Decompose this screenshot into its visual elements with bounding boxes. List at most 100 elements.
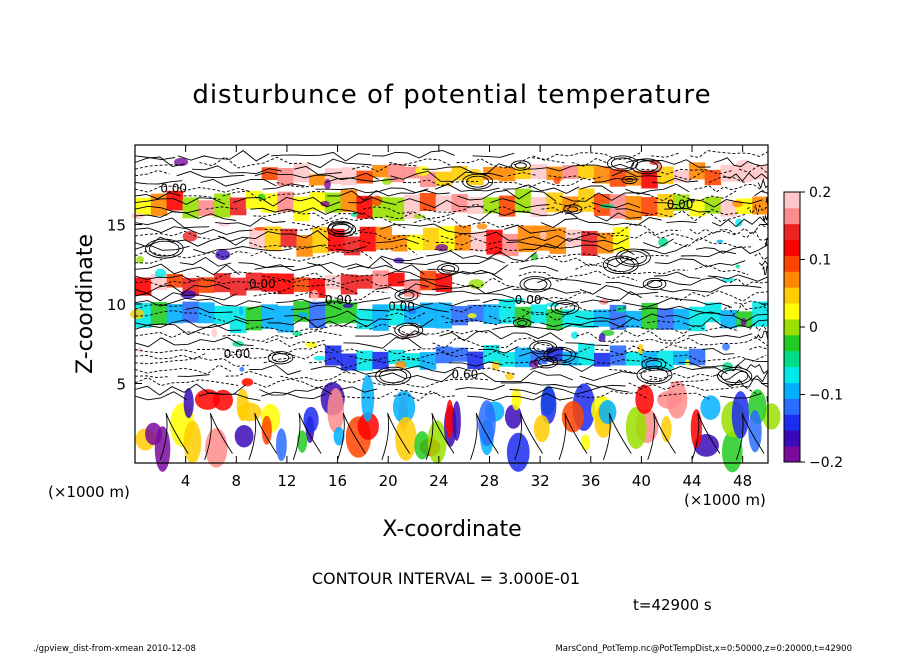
contour-label-7: 0.00 — [667, 198, 694, 212]
field-band-108 — [324, 275, 342, 290]
field-band-0 — [261, 167, 279, 181]
field-patch-99 — [313, 355, 326, 361]
time-label: t=42900 s — [633, 596, 712, 614]
contour-line-21 — [585, 382, 626, 388]
colorbar: 0.2 0.1 0 −0.1 −0.2 — [783, 185, 843, 471]
field-band-123 — [245, 306, 263, 331]
contour-line-287 — [134, 155, 176, 161]
contour-ring-299 — [515, 162, 527, 169]
field-band-36 — [198, 200, 215, 216]
contour-line-69 — [432, 337, 555, 349]
field-band-68 — [704, 196, 722, 214]
field-patch-131 — [215, 249, 231, 261]
contour-line-74 — [222, 330, 343, 342]
contour-line-230 — [397, 198, 484, 209]
contour-line-180 — [640, 244, 689, 255]
contour-ring-333 — [441, 265, 456, 273]
contour-line-186 — [506, 237, 629, 249]
contour-line-273 — [293, 165, 342, 175]
field-band-118 — [166, 304, 184, 324]
field-band-71 — [752, 196, 769, 215]
contour-line-70 — [565, 342, 609, 346]
field-band-37 — [214, 193, 231, 218]
contour-line-204 — [215, 217, 286, 227]
contour-ring-312 — [533, 355, 559, 369]
contour-label-6: 0.60 — [452, 368, 479, 382]
contour-line-280 — [199, 156, 303, 169]
contour-line-65 — [749, 345, 769, 350]
contour-line-66 — [134, 336, 254, 348]
contour-line-20 — [500, 382, 583, 388]
contour-line-83 — [492, 323, 599, 331]
contour-line-195 — [610, 230, 736, 242]
field-cell-50 — [635, 384, 654, 415]
field-band-136 — [451, 306, 468, 326]
contour-line-266 — [507, 172, 538, 177]
contour-line-82 — [369, 323, 488, 335]
field-cell-29 — [427, 420, 447, 464]
contour-label-5: 0.00 — [224, 347, 251, 361]
contour-line-175 — [336, 245, 367, 252]
field-band-109 — [340, 274, 358, 295]
contour-ring-307 — [554, 302, 576, 313]
field-patch-90 — [136, 256, 144, 264]
footer-left: ./gpview_dist-from-xmean 2010-12-08 — [33, 644, 196, 654]
contour-line-146 — [654, 271, 701, 279]
field-patch-102 — [239, 306, 244, 316]
contour-line-50 — [134, 352, 207, 360]
field-patch-94 — [735, 218, 743, 227]
field-cell-4 — [183, 388, 194, 419]
field-patch-113 — [239, 366, 245, 372]
field-cell-56 — [700, 395, 721, 420]
contour-line-214 — [595, 212, 642, 222]
contour-line-136 — [398, 279, 451, 288]
colorbar-segment-10 — [784, 287, 800, 304]
field-cell-60 — [762, 403, 781, 430]
field-band-127 — [309, 301, 326, 329]
contour-ring-310 — [462, 173, 494, 190]
y-tick-label-0: 5 — [116, 376, 126, 394]
contour-ring-343 — [635, 160, 658, 173]
x-unit-left: (×1000 m) — [48, 483, 130, 501]
contour-line-158 — [238, 262, 295, 269]
field-band-156 — [324, 345, 342, 366]
field-band-76 — [312, 226, 329, 254]
contour-line-219 — [250, 207, 364, 215]
contour-line-41 — [657, 366, 728, 375]
contour-line-165 — [134, 250, 251, 259]
contour-line-46 — [448, 361, 503, 367]
contour-line-96 — [284, 310, 374, 321]
contour-line-179 — [522, 243, 635, 255]
field-band-115 — [435, 273, 453, 292]
field-patch-87 — [530, 253, 539, 261]
contour-line-272 — [191, 165, 282, 175]
contour-line-153 — [575, 263, 689, 275]
contour-line-15 — [509, 385, 630, 395]
field-patch-103 — [324, 178, 331, 190]
field-patch-93 — [658, 237, 669, 247]
contour-line-75 — [355, 330, 427, 340]
contour-interval-text: CONTOUR INTERVAL = 3.000E-01 — [312, 569, 580, 588]
contour-line-154 — [694, 264, 749, 276]
field-band-48 — [388, 197, 405, 221]
contour-loop-354 — [470, 412, 499, 460]
field-patch-95 — [182, 231, 198, 242]
field-band-15 — [498, 167, 516, 182]
field-patch-130 — [211, 328, 218, 338]
field-cell-14 — [261, 415, 272, 445]
field-band-44 — [324, 192, 342, 213]
field-band-73 — [264, 226, 282, 251]
contour-line-238 — [222, 190, 325, 202]
contour-loop-350 — [292, 412, 322, 460]
x-tick-label-11: 48 — [733, 472, 752, 490]
contour-line-42 — [729, 363, 769, 375]
contour-line-107 — [395, 306, 449, 313]
contour-line-26 — [177, 374, 210, 377]
field-band-56 — [514, 188, 532, 213]
field-band-21 — [593, 166, 611, 184]
field-patch-124 — [570, 331, 579, 339]
field-band-102 — [229, 277, 247, 296]
contour-line-108 — [450, 305, 512, 313]
contour-ring-344 — [631, 158, 662, 175]
field-band-137 — [467, 304, 484, 322]
